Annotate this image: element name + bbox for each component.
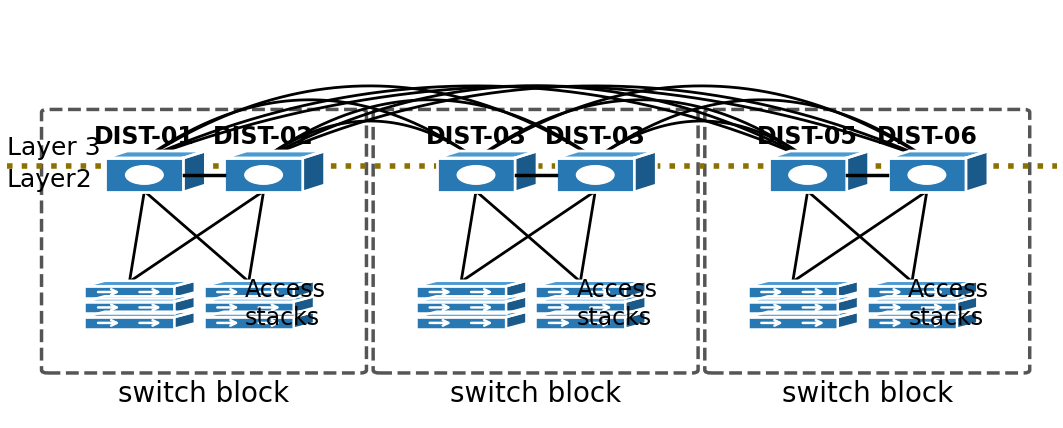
FancyBboxPatch shape: [105, 158, 183, 193]
Polygon shape: [293, 281, 314, 298]
Polygon shape: [957, 297, 977, 313]
Polygon shape: [837, 312, 858, 329]
Polygon shape: [183, 152, 205, 193]
Polygon shape: [866, 281, 977, 286]
Polygon shape: [293, 312, 314, 329]
Polygon shape: [84, 281, 195, 286]
FancyBboxPatch shape: [437, 158, 514, 193]
Polygon shape: [174, 297, 195, 313]
Polygon shape: [866, 297, 977, 302]
Polygon shape: [846, 152, 868, 193]
FancyBboxPatch shape: [866, 317, 957, 329]
Polygon shape: [506, 281, 526, 298]
Polygon shape: [747, 297, 858, 302]
Polygon shape: [224, 152, 324, 158]
FancyBboxPatch shape: [535, 286, 625, 298]
Polygon shape: [416, 312, 526, 317]
Circle shape: [908, 166, 945, 185]
Polygon shape: [105, 152, 205, 158]
FancyBboxPatch shape: [416, 317, 506, 329]
Polygon shape: [888, 152, 988, 158]
Circle shape: [576, 166, 613, 185]
Text: DIST-01: DIST-01: [94, 125, 195, 149]
Text: DIST-02: DIST-02: [213, 125, 314, 149]
Circle shape: [125, 166, 163, 185]
Polygon shape: [957, 281, 977, 298]
FancyBboxPatch shape: [556, 158, 634, 193]
FancyBboxPatch shape: [84, 317, 174, 329]
Polygon shape: [437, 152, 537, 158]
Polygon shape: [747, 281, 858, 286]
Circle shape: [789, 166, 826, 185]
Polygon shape: [293, 297, 314, 313]
Circle shape: [244, 166, 282, 185]
FancyBboxPatch shape: [535, 302, 625, 313]
Polygon shape: [625, 312, 645, 329]
FancyBboxPatch shape: [203, 302, 293, 313]
Polygon shape: [203, 297, 314, 302]
Polygon shape: [957, 312, 977, 329]
Text: Access
stacks: Access stacks: [908, 277, 989, 329]
FancyBboxPatch shape: [747, 317, 837, 329]
Polygon shape: [866, 312, 977, 317]
Text: Layer2: Layer2: [6, 168, 92, 192]
Polygon shape: [625, 281, 645, 298]
Circle shape: [457, 166, 494, 185]
FancyBboxPatch shape: [747, 286, 837, 298]
Text: switch block: switch block: [450, 379, 621, 407]
Polygon shape: [416, 281, 526, 286]
FancyBboxPatch shape: [767, 158, 846, 193]
FancyBboxPatch shape: [84, 286, 174, 298]
Polygon shape: [965, 152, 988, 193]
Text: Access
stacks: Access stacks: [244, 277, 325, 329]
Polygon shape: [535, 297, 645, 302]
Polygon shape: [535, 312, 645, 317]
FancyBboxPatch shape: [866, 286, 957, 298]
FancyBboxPatch shape: [84, 302, 174, 313]
Polygon shape: [747, 312, 858, 317]
Polygon shape: [303, 152, 324, 193]
Text: DIST-06: DIST-06: [876, 125, 977, 149]
FancyBboxPatch shape: [416, 286, 506, 298]
Polygon shape: [203, 312, 314, 317]
Polygon shape: [506, 297, 526, 313]
Polygon shape: [556, 152, 656, 158]
Text: Access
stacks: Access stacks: [576, 277, 657, 329]
Polygon shape: [514, 152, 537, 193]
FancyBboxPatch shape: [535, 317, 625, 329]
Polygon shape: [506, 312, 526, 329]
FancyBboxPatch shape: [224, 158, 303, 193]
FancyBboxPatch shape: [888, 158, 965, 193]
Text: DIST-05: DIST-05: [757, 125, 858, 149]
Polygon shape: [634, 152, 656, 193]
Polygon shape: [767, 152, 868, 158]
FancyBboxPatch shape: [416, 302, 506, 313]
Text: switch block: switch block: [781, 379, 952, 407]
Text: switch block: switch block: [118, 379, 289, 407]
Polygon shape: [174, 281, 195, 298]
Polygon shape: [837, 297, 858, 313]
Polygon shape: [203, 281, 314, 286]
FancyBboxPatch shape: [747, 302, 837, 313]
Text: DIST-03: DIST-03: [544, 125, 645, 149]
Polygon shape: [535, 281, 645, 286]
Polygon shape: [837, 281, 858, 298]
Polygon shape: [625, 297, 645, 313]
FancyBboxPatch shape: [203, 286, 293, 298]
Text: Layer 3: Layer 3: [6, 136, 100, 160]
Polygon shape: [84, 312, 195, 317]
Polygon shape: [174, 312, 195, 329]
Polygon shape: [84, 297, 195, 302]
Polygon shape: [416, 297, 526, 302]
Text: DIST-03: DIST-03: [425, 125, 526, 149]
FancyBboxPatch shape: [866, 302, 957, 313]
FancyBboxPatch shape: [203, 317, 293, 329]
